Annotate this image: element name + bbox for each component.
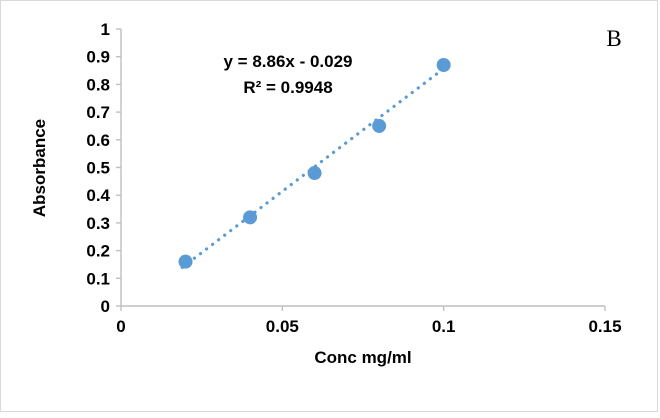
x-tick-label: 0.15 [588, 317, 621, 336]
y-tick-label: 0.9 [86, 48, 110, 67]
y-axis-title: Absorbance [30, 119, 49, 217]
y-tick-label: 0.6 [86, 131, 110, 150]
axes-layer [116, 28, 606, 311]
data-point [178, 254, 193, 269]
y-tick-label: 0.1 [86, 269, 110, 288]
panel-letter: B [606, 26, 621, 51]
tick-labels-layer: 0 0.05 0.1 0.15 0 0.1 0.2 0.3 0.4 0.5 0.6 0.7 0.8 0.9… [86, 20, 621, 336]
y-tick-label: 1 [101, 20, 110, 39]
y-tick-label: 0.4 [86, 186, 110, 205]
y-tick-label: 0.2 [86, 242, 110, 261]
y-tick-label: 0 [101, 297, 110, 316]
y-tick-label: 0.8 [86, 75, 110, 94]
y-tick-label: 0.7 [86, 103, 110, 122]
x-tick-label: 0.1 [432, 317, 456, 336]
x-tick-label: 0 [116, 317, 125, 336]
data-point [436, 58, 451, 73]
x-axis-title: Conc mg/ml [314, 348, 411, 367]
r-squared-label: R² = 0.9948 [243, 78, 332, 97]
trendline-equation-label: y = 8.86x - 0.029 [223, 52, 352, 71]
x-tick-label: 0.05 [266, 317, 299, 336]
y-tick-label: 0.5 [86, 159, 110, 178]
data-point [243, 210, 258, 225]
data-series-layer [178, 58, 455, 270]
data-point [307, 166, 322, 181]
y-tick-label: 0.3 [86, 214, 110, 233]
data-point [372, 118, 387, 133]
